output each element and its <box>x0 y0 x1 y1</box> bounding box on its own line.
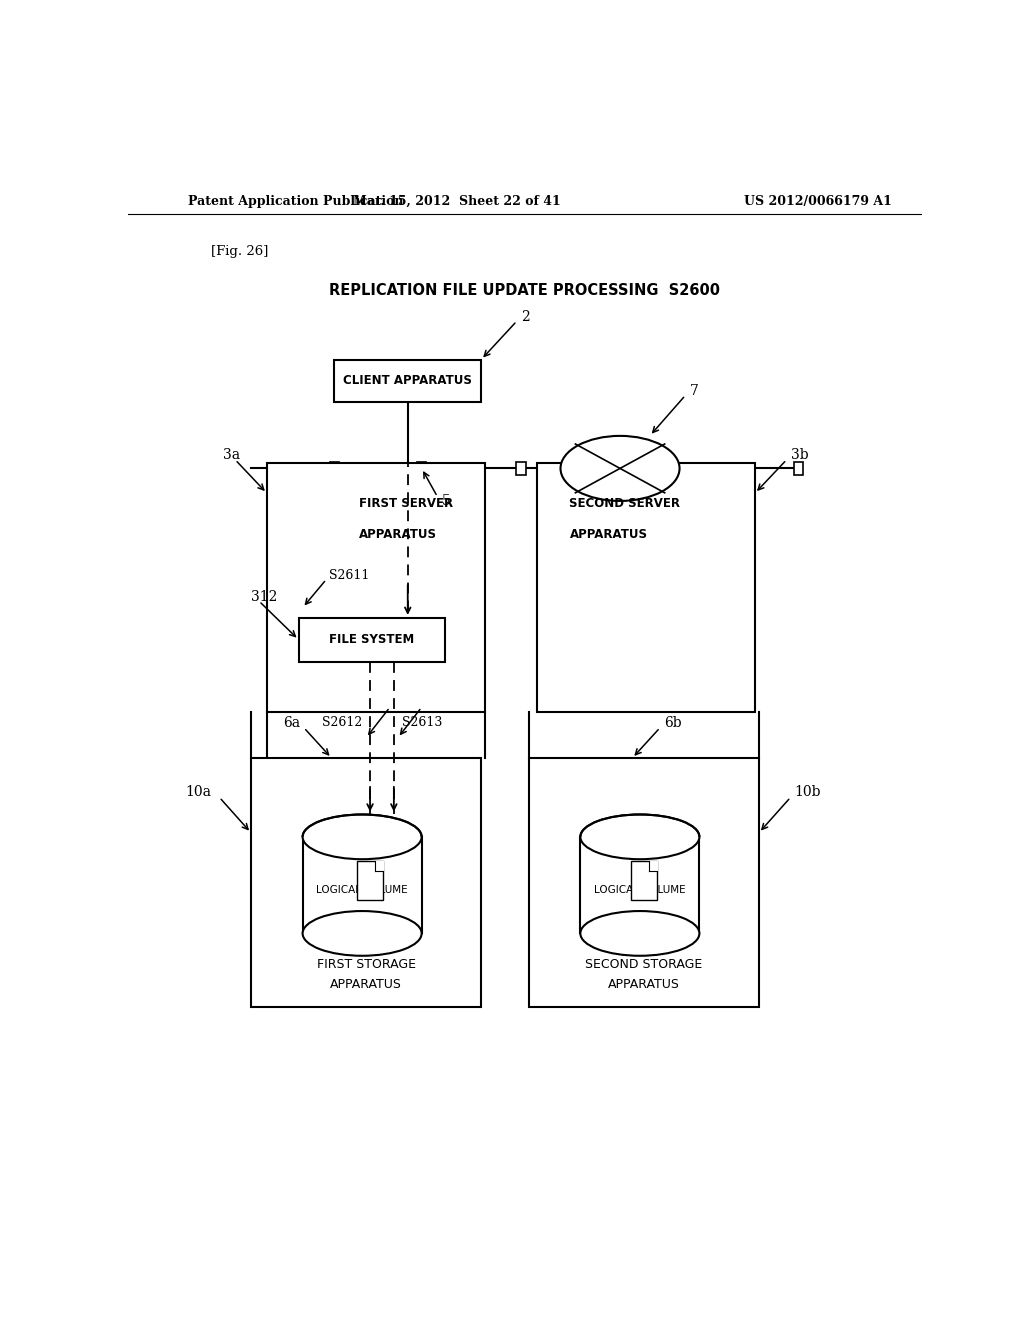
Bar <box>581 837 699 933</box>
Text: APPARATUS: APPARATUS <box>330 978 402 991</box>
Bar <box>631 861 656 900</box>
Ellipse shape <box>303 911 422 956</box>
Text: APPARATUS: APPARATUS <box>569 528 647 541</box>
Text: FILE SYSTEM: FILE SYSTEM <box>330 634 415 647</box>
Bar <box>537 463 755 713</box>
Bar <box>417 462 426 474</box>
Text: 6a: 6a <box>283 715 300 730</box>
Bar <box>794 462 804 474</box>
Ellipse shape <box>560 436 680 500</box>
Text: SECOND STORAGE: SECOND STORAGE <box>585 958 702 972</box>
Text: 2: 2 <box>521 310 529 323</box>
Text: FIRST STORAGE: FIRST STORAGE <box>316 958 416 972</box>
Text: 7: 7 <box>689 384 698 399</box>
Polygon shape <box>648 861 656 871</box>
Ellipse shape <box>581 911 699 956</box>
Text: S2611: S2611 <box>329 569 370 582</box>
Text: APPARATUS: APPARATUS <box>608 978 680 991</box>
Text: US 2012/0066179 A1: US 2012/0066179 A1 <box>744 194 892 207</box>
Text: LOGICAL VOLUME: LOGICAL VOLUME <box>594 884 686 895</box>
Text: S2612: S2612 <box>323 715 362 729</box>
Text: 10a: 10a <box>185 785 211 799</box>
Bar <box>251 758 481 1007</box>
Text: [Fig. 26]: [Fig. 26] <box>211 246 268 259</box>
Ellipse shape <box>303 814 422 859</box>
Text: SECOND SERVER: SECOND SERVER <box>569 498 680 511</box>
Text: Mar. 15, 2012  Sheet 22 of 41: Mar. 15, 2012 Sheet 22 of 41 <box>353 194 561 207</box>
Bar <box>516 462 525 474</box>
Text: FIRST SERVER: FIRST SERVER <box>358 498 453 511</box>
Text: 6b: 6b <box>665 715 682 730</box>
Text: REPLICATION FILE UPDATE PROCESSING  S2600: REPLICATION FILE UPDATE PROCESSING S2600 <box>330 282 720 298</box>
Bar <box>334 359 481 403</box>
Text: 312: 312 <box>251 590 278 605</box>
Text: 5: 5 <box>441 494 451 508</box>
Text: 3a: 3a <box>223 447 241 462</box>
Bar <box>330 462 339 474</box>
Bar <box>528 758 759 1007</box>
Text: 3b: 3b <box>791 447 808 462</box>
Polygon shape <box>375 861 383 871</box>
Ellipse shape <box>581 814 699 859</box>
Bar <box>299 618 445 661</box>
Text: LOGICAL VOLUME: LOGICAL VOLUME <box>316 884 408 895</box>
Text: Patent Application Publication: Patent Application Publication <box>187 194 403 207</box>
Bar <box>357 861 383 900</box>
Text: 10b: 10b <box>795 785 821 799</box>
Text: S2613: S2613 <box>401 715 442 729</box>
Text: APPARATUS: APPARATUS <box>358 528 436 541</box>
Text: CLIENT APPARATUS: CLIENT APPARATUS <box>343 375 472 388</box>
Bar <box>267 463 485 713</box>
Bar <box>303 837 422 933</box>
